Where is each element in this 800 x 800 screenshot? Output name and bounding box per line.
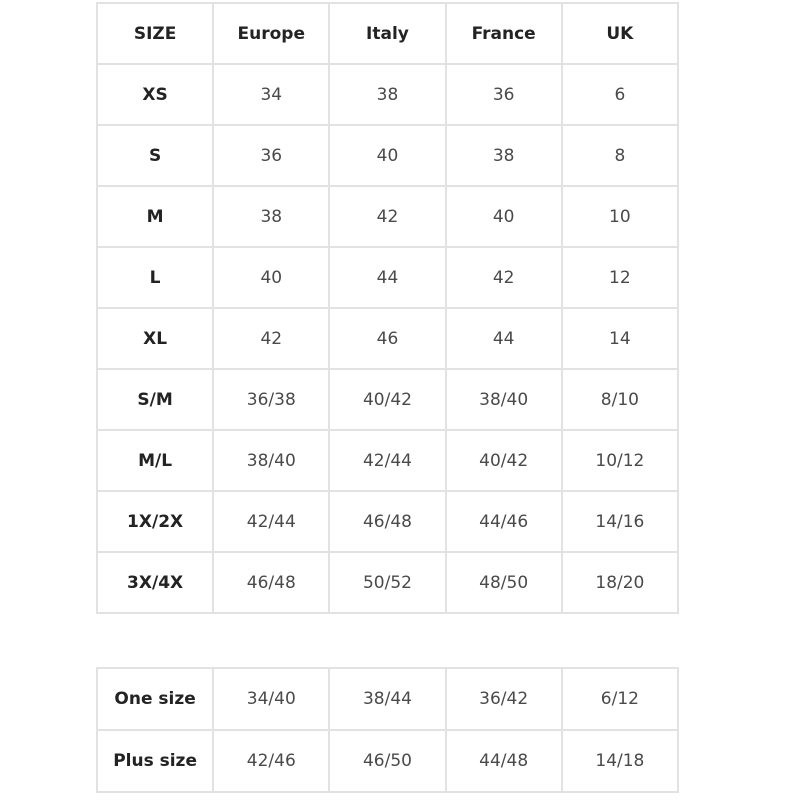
one-plus-size-table: One size 34/40 38/44 36/42 6/12 Plus size 42/4… [95,667,680,793]
size-value-cell: 38/44 [328,667,447,731]
size-value-cell: 42/44 [328,429,447,492]
size-value-cell: 42 [212,307,331,370]
table-row: XL 42 46 44 14 [95,307,680,370]
size-value-cell: 38 [212,185,331,248]
size-label-cell: SIZE [95,2,215,65]
size-value-cell: 40 [328,124,447,187]
size-value-cell: 46/48 [212,551,331,614]
size-value-cell: 38 [328,63,447,126]
size-value-cell: 44 [444,307,563,370]
header-row: SIZE Europe Italy France UK [95,2,680,65]
size-value-cell: 44/46 [444,490,563,553]
size-value-cell: 14 [560,307,680,370]
size-label-cell: S/M [95,368,215,431]
table-row: XS 34 38 36 6 [95,63,680,126]
size-chart-table: SIZE Europe Italy France UK XS 34 38 36 6 S 36 40 38 8… [95,2,680,614]
size-value-cell: 38/40 [444,368,563,431]
size-value-cell: 40 [212,246,331,309]
size-value-cell: 50/52 [328,551,447,614]
size-value-cell: 46 [328,307,447,370]
size-value-cell: 36/42 [444,667,563,731]
size-value-cell: 34 [212,63,331,126]
size-label-cell: L [95,246,215,309]
size-value-cell: 14/18 [560,729,680,793]
size-value-cell: Italy [328,2,447,65]
size-value-cell: 10/12 [560,429,680,492]
size-value-cell: UK [560,2,680,65]
size-value-cell: 12 [560,246,680,309]
size-label-cell: M/L [95,429,215,492]
table-row: S 36 40 38 8 [95,124,680,187]
size-label-cell: XL [95,307,215,370]
size-value-cell: 44 [328,246,447,309]
size-label-cell: One size [95,667,215,731]
size-value-cell: 46/50 [328,729,447,793]
size-value-cell: 40/42 [328,368,447,431]
size-value-cell: 48/50 [444,551,563,614]
size-value-cell: 38/40 [212,429,331,492]
table-row: M 38 42 40 10 [95,185,680,248]
size-value-cell: Europe [212,2,331,65]
size-value-cell: 42 [328,185,447,248]
size-value-cell: 10 [560,185,680,248]
size-value-cell: 44/48 [444,729,563,793]
size-value-cell: 42/44 [212,490,331,553]
size-value-cell: 36 [444,63,563,126]
size-value-cell: 40/42 [444,429,563,492]
size-value-cell: 40 [444,185,563,248]
size-value-cell: France [444,2,563,65]
size-label-cell: 3X/4X [95,551,215,614]
size-value-cell: 46/48 [328,490,447,553]
size-label-cell: M [95,185,215,248]
size-value-cell: 36/38 [212,368,331,431]
size-value-cell: 6 [560,63,680,126]
size-value-cell: 18/20 [560,551,680,614]
size-value-cell: 8/10 [560,368,680,431]
size-value-cell: 38 [444,124,563,187]
table-row: One size 34/40 38/44 36/42 6/12 [95,667,680,731]
table-row: L 40 44 42 12 [95,246,680,309]
size-value-cell: 36 [212,124,331,187]
size-label-cell: 1X/2X [95,490,215,553]
table-row: 1X/2X 42/44 46/48 44/46 14/16 [95,490,680,553]
size-value-cell: 42 [444,246,563,309]
size-label-cell: XS [95,63,215,126]
table-row: 3X/4X 46/48 50/52 48/50 18/20 [95,551,680,614]
table-row: M/L 38/40 42/44 40/42 10/12 [95,429,680,492]
size-value-cell: 42/46 [212,729,331,793]
size-value-cell: 34/40 [212,667,331,731]
size-value-cell: 14/16 [560,490,680,553]
size-label-cell: Plus size [95,729,215,793]
size-value-cell: 6/12 [560,667,680,731]
table-row: Plus size 42/46 46/50 44/48 14/18 [95,729,680,793]
table-row: S/M 36/38 40/42 38/40 8/10 [95,368,680,431]
size-label-cell: S [95,124,215,187]
size-value-cell: 8 [560,124,680,187]
